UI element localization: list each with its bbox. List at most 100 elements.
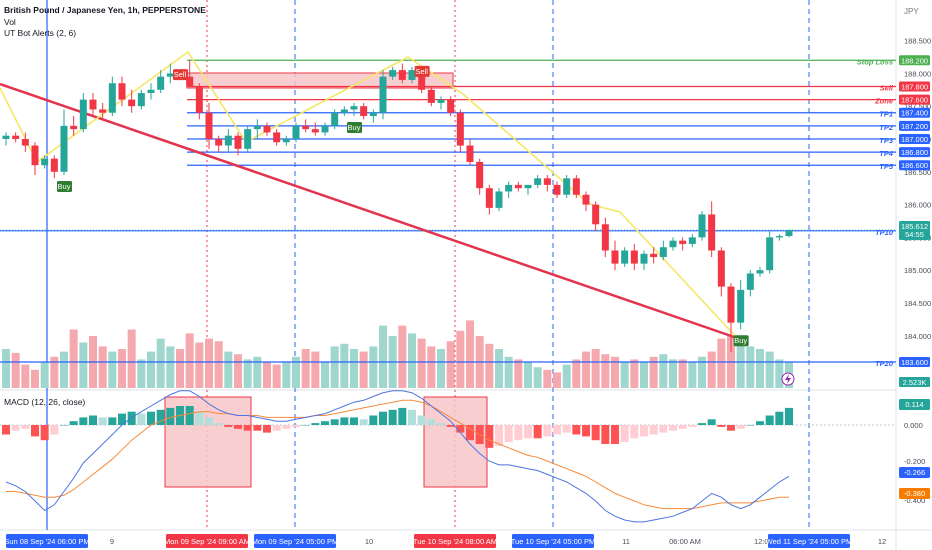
- volume-bar: [301, 349, 310, 388]
- candle-body: [99, 109, 107, 113]
- volume-bar: [485, 343, 494, 388]
- volume-bar: [185, 333, 194, 388]
- price-tick: 188.000: [904, 69, 931, 78]
- indicator-label[interactable]: UT Bot Alerts (2, 6): [4, 28, 77, 38]
- volume-bar: [678, 359, 687, 388]
- macd-hist-bar: [388, 409, 397, 425]
- candle-body: [553, 184, 561, 195]
- macd-hist-bar: [659, 425, 668, 433]
- macd-hist-bar: [137, 413, 146, 425]
- macd-badge: [899, 467, 930, 478]
- macd-hist-bar: [156, 409, 165, 425]
- volume-bar: [408, 333, 416, 388]
- volume-bar: [514, 359, 523, 388]
- symbol-title[interactable]: British Pound / Japanese Yen, 1h, PEPPER…: [4, 5, 206, 15]
- candle-body: [70, 125, 78, 130]
- volume-bar: [69, 329, 78, 388]
- level-tag: Sell: [880, 84, 894, 93]
- volume-bar: [321, 362, 329, 388]
- level-tag: Stop Loss: [857, 57, 893, 66]
- macd-hist-bar: [427, 419, 436, 425]
- candle-body: [263, 125, 271, 133]
- volume-bar: [427, 346, 436, 388]
- candle-body: [128, 99, 136, 107]
- time-badge-text: Sun 08 Sep '24 06:00 PM: [4, 537, 89, 546]
- volume-bar: [591, 349, 600, 388]
- macd-badge: [899, 488, 930, 499]
- macd-hist-bar: [446, 425, 455, 427]
- macd-hist-bar: [398, 407, 407, 425]
- currency-label[interactable]: JPY: [904, 7, 919, 16]
- macd-hist-bar: [11, 425, 20, 431]
- sell-signal-label: Sell: [415, 67, 428, 76]
- macd-hist-bar: [765, 415, 774, 425]
- macd-hist-bar: [118, 413, 126, 425]
- price-tick: 184.000: [904, 332, 931, 341]
- candle-body: [369, 112, 377, 117]
- price-badge-text: 187.000: [901, 135, 928, 144]
- volume-bar: [533, 367, 542, 388]
- volume-bar: [572, 359, 581, 388]
- price-badge: [899, 94, 930, 105]
- macd-hist-bar: [533, 425, 542, 439]
- macd-hist-bar: [253, 425, 262, 431]
- macd-hist-bar: [640, 425, 648, 437]
- macd-hist-bar: [572, 425, 581, 435]
- time-badge-text: Mon 09 Sep '24 05:00 PM: [252, 537, 339, 546]
- macd-hist-bar: [717, 425, 726, 427]
- candle-body: [195, 86, 203, 113]
- price-badge-text: 187.800: [901, 83, 928, 92]
- volume-bar: [437, 349, 445, 388]
- volume-bar: [746, 346, 755, 388]
- macd-hist-bar: [243, 425, 252, 431]
- time-badge-text: Tue 10 Sep '24 05:00 PM: [511, 537, 596, 546]
- volume-bar: [504, 356, 513, 388]
- candle-body: [766, 237, 774, 271]
- volume-bar: [2, 349, 10, 388]
- lightning-icon[interactable]: [781, 372, 795, 386]
- price-badge: [899, 160, 930, 171]
- volume-label[interactable]: Vol: [4, 17, 16, 27]
- candle-body: [147, 89, 155, 94]
- price-tick: 186.000: [904, 201, 931, 210]
- volume-bar: [446, 341, 455, 388]
- candle-body: [350, 106, 358, 110]
- macd-label[interactable]: MACD (12, 26, close): [4, 397, 86, 407]
- macd-hist-bar: [166, 407, 175, 425]
- macd-hist-bar: [263, 425, 271, 433]
- candle-body: [321, 125, 329, 133]
- level-tag: TP1: [879, 110, 893, 119]
- candle-body: [505, 184, 513, 192]
- candle-body: [679, 240, 687, 244]
- macd-hist-bar: [620, 425, 629, 443]
- level-tag: TP2: [879, 123, 894, 132]
- macd-hist-bar: [234, 425, 242, 429]
- level-labels: Stop Loss 188.200 Sell 187.800 Zone 187.600 TP…: [857, 55, 930, 499]
- time-tick: 12: [878, 537, 886, 546]
- volume-bar: [137, 359, 146, 388]
- volume-bar: [156, 338, 165, 388]
- macd-hist-bar: [601, 425, 610, 444]
- level-tag: TP10: [875, 228, 894, 237]
- buy-signal-badge: [733, 335, 749, 347]
- macd-hist-bar: [553, 425, 561, 435]
- price-badge: [899, 357, 930, 368]
- candle-body: [108, 83, 116, 113]
- macd-hist-bar: [437, 423, 445, 425]
- volume-bar: [40, 362, 49, 388]
- macd-hist-bar: [185, 406, 194, 425]
- macd-hist-bar: [417, 415, 426, 425]
- time-badge-text: Mon 09 Sep '24 09:00 AM: [164, 537, 250, 546]
- macd-hist-bar: [359, 419, 368, 425]
- time-badge: [6, 534, 88, 548]
- macd-badge-text: -0.380: [904, 489, 925, 498]
- macd-hist-bar: [272, 425, 281, 431]
- macd-hist-bar: [350, 417, 358, 425]
- macd-hist-bar: [292, 425, 300, 427]
- macd-hist-bar: [785, 407, 793, 425]
- macd-hist-bar: [611, 425, 619, 444]
- macd-hist-bar: [40, 425, 49, 441]
- candle-body: [60, 125, 68, 172]
